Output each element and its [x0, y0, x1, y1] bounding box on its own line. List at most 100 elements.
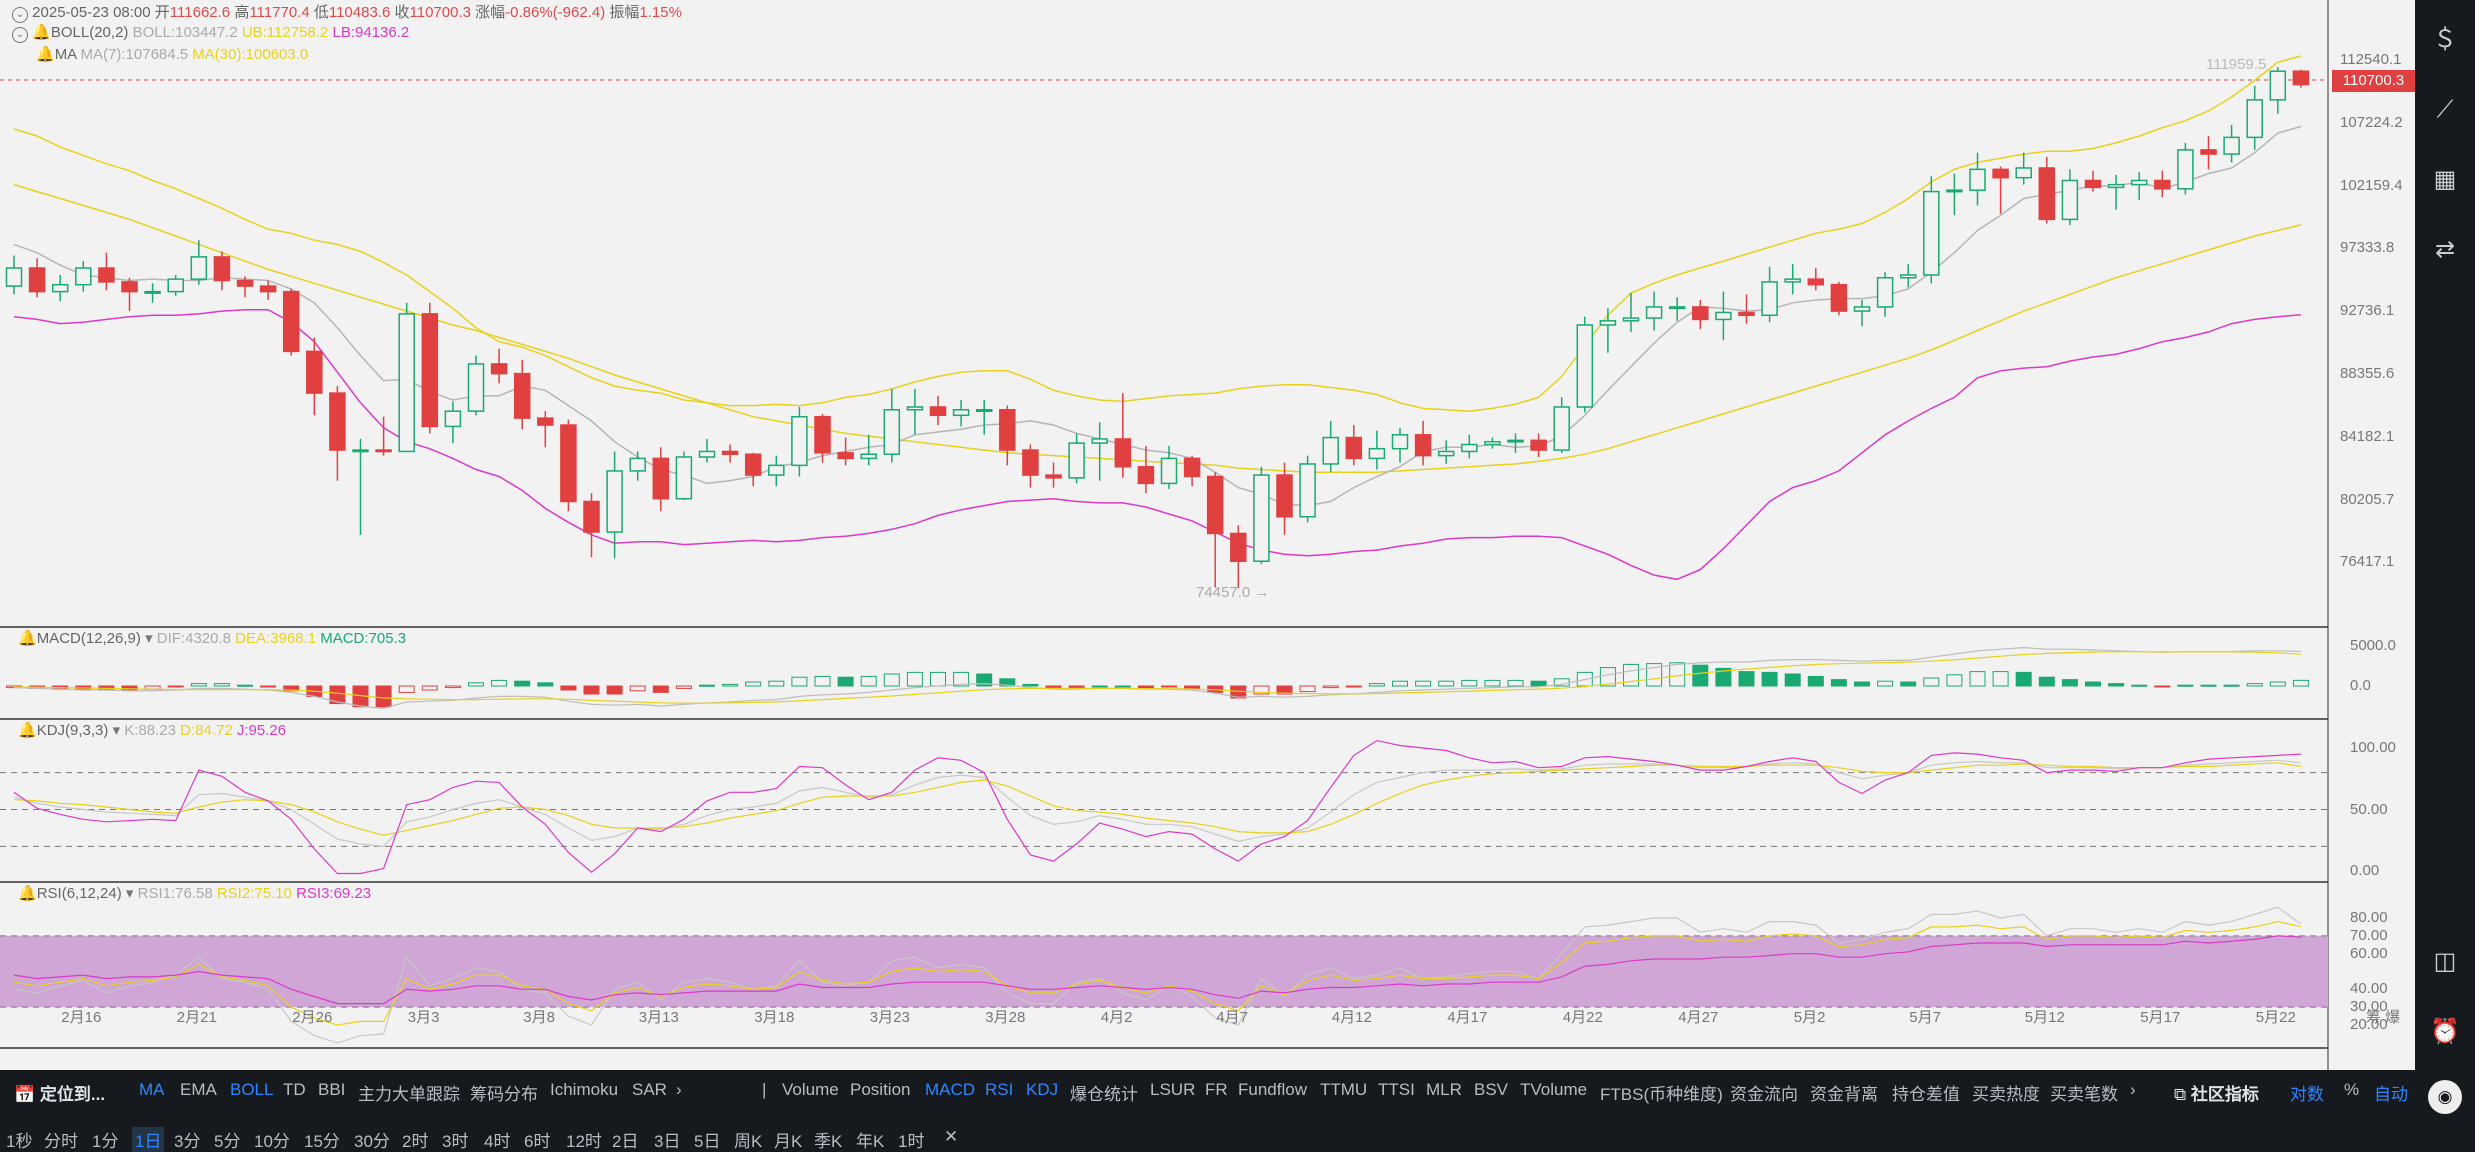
timeframe-7[interactable]: 15分 [304, 1132, 340, 1151]
timeframe-17[interactable]: 周K [734, 1132, 763, 1151]
auto-scale-toggle[interactable]: 自动 [2374, 1085, 2408, 1104]
boll-name[interactable]: BOLL(20,2) [50, 24, 129, 41]
timeframe-11[interactable]: 4时 [484, 1132, 511, 1151]
price-alert-icon[interactable]: ＄ [2433, 26, 2457, 53]
compare-icon[interactable]: ⇄ [2434, 236, 2456, 263]
assistant-avatar-icon[interactable]: ◉ [2428, 1080, 2462, 1114]
layout-icon[interactable]: ◫ [2433, 948, 2457, 975]
timeframe-19[interactable]: 季K [814, 1132, 843, 1151]
sub-indicator-7[interactable]: FR [1205, 1080, 1228, 1099]
candle [2200, 135, 2217, 170]
date-tick: 4月17 [1447, 1009, 1488, 1026]
percent-scale-toggle[interactable]: % [2344, 1080, 2360, 1099]
sub-indicator-5[interactable]: 爆仓统计 [1070, 1085, 1138, 1104]
timeframe-21[interactable]: 1时 [898, 1132, 925, 1151]
macd-dea: DEA:3968.1 [235, 630, 317, 647]
bell-icon[interactable]: 🔔 [36, 46, 55, 63]
sub-indicator-9[interactable]: TTMU [1320, 1080, 1368, 1099]
collapse-icon[interactable]: ⌄ [12, 7, 28, 23]
more-sub-indicators-icon[interactable]: › [2130, 1080, 2136, 1099]
main-indicator-1[interactable]: EMA [180, 1080, 217, 1099]
kdj-name[interactable]: KDJ(9,3,3) [36, 722, 109, 739]
timeframe-5[interactable]: 5分 [214, 1132, 241, 1151]
sub-indicator-17[interactable]: 持仓差值 [1892, 1085, 1960, 1104]
main-indicator-7[interactable]: Ichimoku [550, 1080, 619, 1099]
main-indicator-2[interactable]: BOLL [230, 1080, 274, 1099]
community-indicators-button[interactable]: ⧉ 社区指标 [2174, 1085, 2259, 1104]
main-indicator-8[interactable]: SAR [632, 1080, 667, 1099]
bell-icon[interactable]: 🔔 [18, 885, 37, 902]
sub-indicator-1[interactable]: Position [850, 1080, 911, 1099]
sub-indicator-11[interactable]: MLR [1426, 1080, 1462, 1099]
timeframe-13[interactable]: 12时 [566, 1132, 602, 1151]
main-indicator-3[interactable]: TD [283, 1080, 306, 1099]
macd-bar [1877, 680, 1894, 687]
timeframe-15[interactable]: 3日 [654, 1132, 681, 1151]
timeframe-18[interactable]: 月K [774, 1132, 803, 1151]
date-tick: 4月12 [1331, 1009, 1372, 1026]
dropdown-icon[interactable]: ▾ [145, 630, 153, 647]
main-indicator-0[interactable]: MA [139, 1080, 165, 1099]
timeframe-8[interactable]: 30分 [354, 1132, 390, 1151]
sub-indicator-16[interactable]: 资金背离 [1810, 1085, 1878, 1104]
timeframe-16[interactable]: 5日 [694, 1132, 721, 1151]
candle-body [513, 372, 531, 419]
sub-indicator-10[interactable]: TTSI [1378, 1080, 1415, 1099]
macd-bar [1276, 685, 1293, 695]
sub-indicator-12[interactable]: BSV [1474, 1080, 1509, 1099]
candle [306, 337, 323, 416]
macd-name[interactable]: MACD(12,26,9) [36, 630, 141, 647]
drawing-tool-icon[interactable]: ⟋ [2436, 96, 2454, 123]
sub-indicator-18[interactable]: 买卖热度 [1972, 1085, 2040, 1104]
price-chart[interactable] [0, 0, 2415, 1070]
candle [1368, 430, 1386, 470]
sub-indicator-6[interactable]: LSUR [1150, 1080, 1196, 1099]
timeframe-6[interactable]: 10分 [254, 1132, 290, 1151]
sub-indicator-3[interactable]: RSI [985, 1080, 1014, 1099]
main-indicator-4[interactable]: BBI [318, 1080, 346, 1099]
timeframe-3[interactable]: 1日 [132, 1127, 165, 1152]
sub-indicator-2[interactable]: MACD [925, 1080, 976, 1099]
dropdown-icon[interactable]: ▾ [112, 722, 121, 739]
sub-indicator-4[interactable]: KDJ [1026, 1080, 1059, 1099]
timeframe-10[interactable]: 3时 [442, 1132, 469, 1151]
ma-name[interactable]: MA [54, 46, 77, 63]
chart-type-icon[interactable]: ▦ [2433, 166, 2457, 193]
collapse-icon[interactable]: ⌄ [12, 27, 28, 43]
candle-body [675, 456, 693, 500]
main-indicator-5[interactable]: 主力大单跟踪 [358, 1085, 460, 1104]
timeframe-9[interactable]: 2时 [402, 1132, 429, 1151]
timeframe-0[interactable]: 1秒 [6, 1132, 33, 1151]
timeframe-20[interactable]: 年K [856, 1132, 885, 1151]
timeframe-1[interactable]: 分时 [44, 1132, 78, 1151]
bell-icon[interactable]: 🔔 [18, 722, 37, 739]
rsi-name[interactable]: RSI(6,12,24) [36, 885, 122, 902]
candle-body [698, 450, 716, 458]
sub-indicator-14[interactable]: FTBS(币种维度) [1600, 1085, 1723, 1104]
bell-icon[interactable]: 🔔 [32, 24, 51, 41]
timeframe-12[interactable]: 6时 [524, 1132, 551, 1151]
alarm-icon[interactable]: ⏰ [2430, 1018, 2460, 1045]
timeframe-14[interactable]: 2日 [612, 1132, 639, 1151]
candle-body [768, 464, 785, 476]
timeframe-2[interactable]: 1分 [92, 1132, 119, 1151]
candle-body [2084, 179, 2102, 189]
timeframe-4[interactable]: 3分 [174, 1132, 201, 1151]
log-scale-toggle[interactable]: 对数 [2290, 1085, 2324, 1104]
main-indicator-6[interactable]: 筹码分布 [470, 1085, 538, 1104]
candle [2177, 142, 2194, 195]
sub-indicator-8[interactable]: Fundflow [1238, 1080, 1307, 1099]
more-main-indicators-icon[interactable]: › [676, 1080, 682, 1099]
date-tick: 3月3 [407, 1009, 440, 1026]
sub-indicator-19[interactable]: 买卖笔数 [2050, 1085, 2118, 1104]
locate-button[interactable]: 📅 定位到... [14, 1085, 106, 1104]
date-tick: 4月2 [1100, 1009, 1133, 1026]
close-timeframe-icon[interactable]: ✕ [944, 1127, 959, 1146]
rsi1-line [13, 906, 2302, 1044]
sub-indicator-15[interactable]: 资金流向 [1730, 1085, 1798, 1104]
candle [259, 280, 277, 300]
sub-indicator-0[interactable]: Volume [782, 1080, 839, 1099]
bell-icon[interactable]: 🔔 [18, 630, 37, 647]
dropdown-icon[interactable]: ▾ [125, 885, 134, 902]
sub-indicator-13[interactable]: TVolume [1520, 1080, 1588, 1099]
